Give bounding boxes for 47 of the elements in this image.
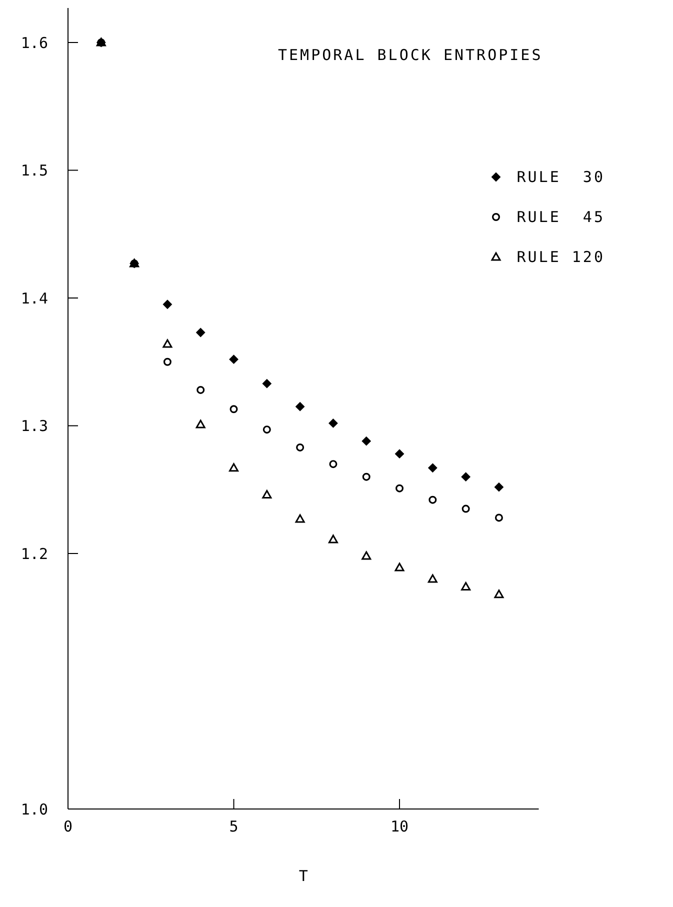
y-tick-label: 1.0 (20, 800, 48, 818)
legend-label: RULE 120 (516, 248, 605, 266)
point (462, 504, 470, 513)
y-tick-label: 1.3 (20, 417, 48, 436)
point (328, 418, 338, 428)
point (396, 484, 404, 492)
point (362, 551, 372, 560)
point (229, 354, 238, 364)
point (196, 386, 205, 394)
point (461, 582, 471, 590)
point (163, 358, 172, 366)
point (296, 443, 304, 452)
x-tick-label: 5 (229, 818, 238, 836)
point (196, 420, 206, 428)
point (395, 449, 404, 458)
point (229, 463, 239, 472)
point (494, 590, 504, 598)
point (162, 339, 172, 348)
point (494, 514, 503, 522)
point (230, 405, 238, 414)
point (428, 574, 438, 583)
y-tick-label: 1.4 (20, 289, 48, 308)
legend-label: RULE 30 (516, 168, 605, 186)
point (262, 426, 271, 434)
point (328, 534, 338, 544)
point (362, 436, 371, 446)
point (262, 379, 272, 388)
point (329, 460, 338, 468)
y-tick-label: 1.6 (20, 34, 48, 52)
point (295, 514, 305, 523)
point (494, 482, 504, 492)
y-tick-label: 1.5 (20, 162, 48, 180)
point (362, 472, 370, 481)
legend-label: RULE 45 (516, 208, 605, 226)
point (394, 562, 404, 572)
x-tick-label: 10 (390, 818, 409, 836)
point (428, 496, 437, 504)
point (428, 463, 438, 472)
point (162, 300, 172, 309)
x-axis-title: T (298, 867, 308, 885)
point (461, 472, 470, 482)
point (296, 402, 305, 412)
text: TEMPORAL BLOCK ENTROPIES (278, 46, 543, 64)
point (196, 328, 206, 337)
x-tick-label: 0 (63, 818, 73, 836)
point (262, 490, 272, 498)
y-tick-label: 1.2 (20, 544, 48, 563)
